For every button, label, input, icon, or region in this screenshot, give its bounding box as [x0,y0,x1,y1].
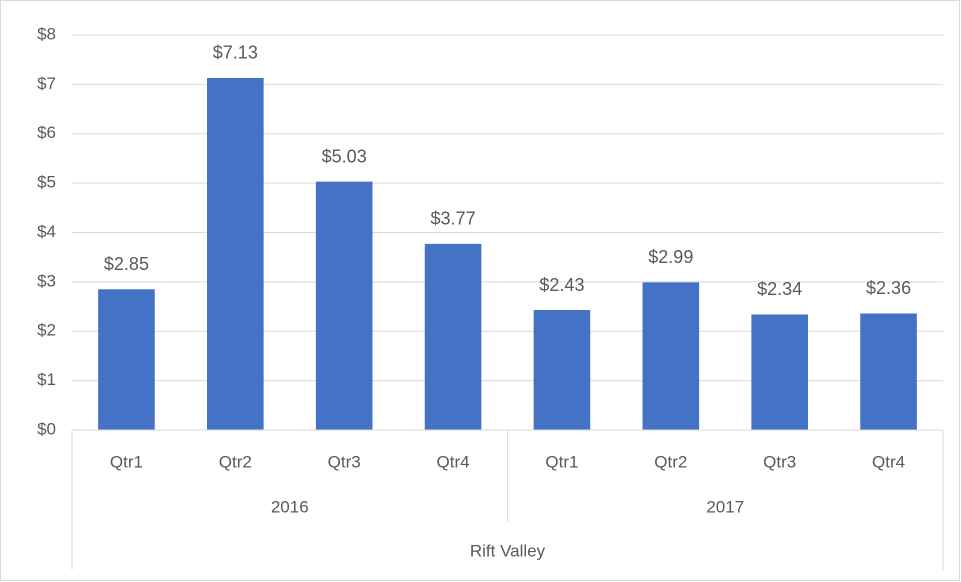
y-tick-label: $7 [37,74,56,93]
x-tick-label: Qtr2 [654,452,687,471]
bar [98,289,155,430]
group-label: 2017 [706,497,744,516]
bar [642,282,700,430]
value-label: $7.13 [213,43,258,63]
value-label: $2.36 [866,278,911,298]
outer-label: Rift Valley [470,541,546,560]
x-tick-label: Qtr1 [110,452,143,471]
x-tick-label: Qtr1 [545,452,578,471]
x-tick-label: Qtr3 [763,452,796,471]
bar [533,310,591,430]
y-tick-label: $3 [37,271,56,290]
value-label: $5.03 [322,146,367,166]
value-label: $2.85 [104,254,149,274]
bar [751,314,808,430]
bar [424,243,482,430]
y-tick-label: $8 [37,24,56,43]
x-tick-label: Qtr4 [437,452,470,471]
value-label: $2.34 [757,279,802,299]
value-label: $2.99 [648,247,693,267]
bar [315,181,373,430]
y-tick-label: $5 [37,173,56,192]
value-label: $2.43 [539,275,584,295]
bar [860,313,917,430]
y-tick-label: $4 [37,222,56,241]
x-tick-label: Qtr2 [219,452,252,471]
x-tick-label: Qtr4 [872,452,905,471]
x-tick-label: Qtr3 [328,452,361,471]
group-label: 2016 [271,497,309,516]
y-tick-label: $1 [37,370,56,389]
y-tick-label: $6 [37,123,56,142]
y-tick-label: $0 [37,419,56,438]
y-tick-label: $2 [37,321,56,340]
value-label: $3.77 [431,209,476,229]
bar [207,77,264,431]
